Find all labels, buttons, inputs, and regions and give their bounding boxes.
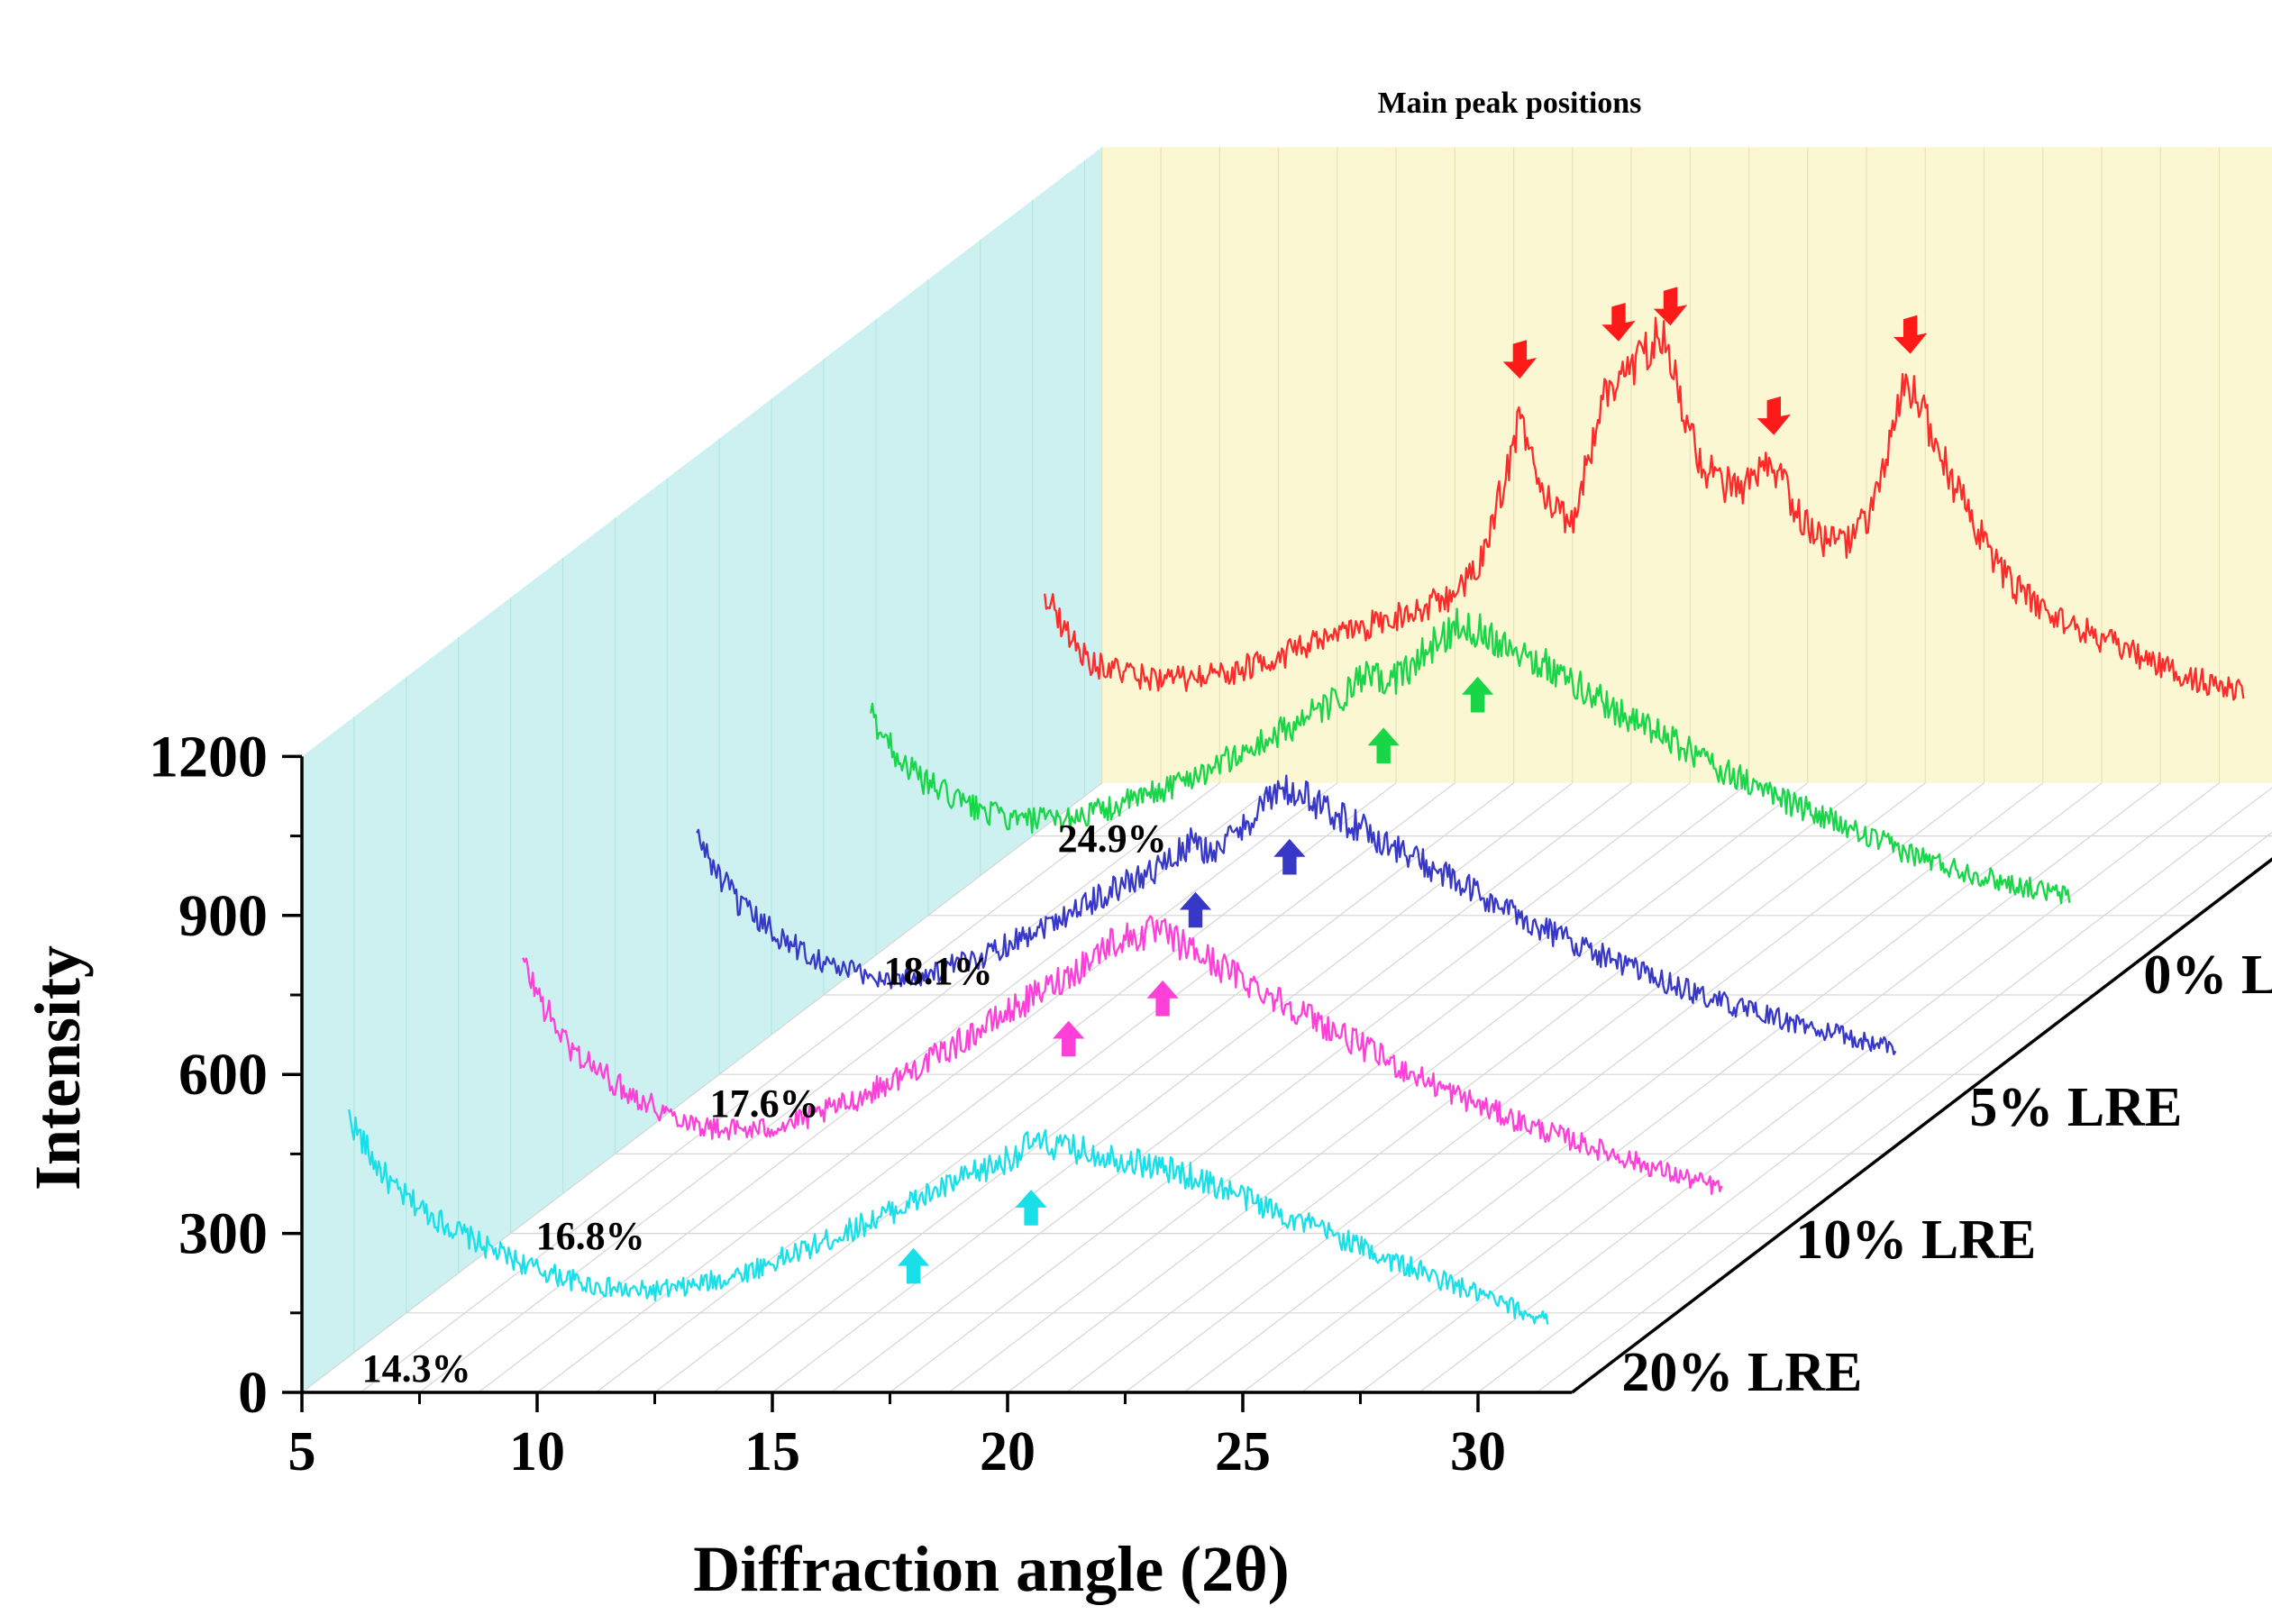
series-lre20 [348,1109,1549,1325]
x-tick-label: 5 [288,1421,316,1483]
floor-grid-line [1065,782,1867,1393]
peak-arrow-icon [898,1247,930,1284]
y-tick-label: 600 [178,1042,268,1108]
series-name-label: 20% LRE [1621,1342,1862,1403]
crystallinity-label: 16.8% [536,1214,645,1258]
labels: 24.9%Native starch18.1%0% LRE17.6%5% LRE… [22,87,2272,1605]
peak-arrow-icon [1601,303,1636,342]
floor-grid-line [1125,782,1926,1393]
series-native [1044,287,2245,701]
back-wall [1101,147,2272,783]
series-layer [348,287,2245,1325]
series-line [348,1109,1549,1325]
y-axis-title: Intensity [22,945,94,1191]
series-line [696,774,1897,1055]
peak-arrow-icon [1893,315,1928,354]
peak-arrow-icon [1273,838,1306,875]
series-lre0 [870,607,2071,905]
x-tick-label: 15 [744,1421,800,1483]
crystallinity-label: 17.6% [710,1081,819,1126]
x-tick-label: 20 [980,1421,1036,1483]
floor-grid-line [1536,831,2272,1393]
floor-grid-line [360,782,1162,1393]
series-line [1044,316,2245,701]
peak-arrow-icon [1015,1190,1047,1226]
floor-grid-line [301,782,1103,1393]
floor-grid-line [830,782,1632,1393]
y-tick-label: 0 [238,1360,268,1426]
series-line [522,915,1723,1196]
floor-grid-line [1242,782,2044,1393]
x-tick-label: 25 [1215,1421,1271,1483]
floor-grid-line [595,782,1397,1393]
peak-arrow-icon [1053,1020,1085,1057]
main-peak-annotation: Main peak positions [1378,87,1642,120]
series-lre10 [522,915,1723,1196]
x-tick-label: 30 [1450,1421,1506,1483]
crystallinity-label: 18.1% [884,949,993,993]
series-line [870,607,2071,905]
floor-grid-line [948,782,1749,1393]
floor-grid-line [890,782,1691,1393]
y-tick-label: 1200 [149,724,268,789]
x-tick-label: 10 [509,1421,565,1483]
series-lre5 [696,774,1897,1055]
peak-arrow-icon [1502,340,1537,379]
series-name-label: 10% LRE [1795,1209,2036,1271]
floor-grid-line [419,782,1220,1393]
depth-axis-line [1571,857,2272,1394]
peak-arrow-icon [1653,287,1688,326]
crystallinity-label: 24.9% [1058,817,1167,861]
y-tick-label: 300 [178,1201,268,1267]
peak-arrow-icon [1179,891,1212,928]
y-tick-label: 900 [178,883,268,949]
peak-arrow-icon [1756,396,1791,435]
series-name-label: 5% LRE [1969,1077,2182,1138]
x-axis-title: Diffraction angle (2θ) [693,1533,1289,1605]
floor-grid-line [654,782,1455,1393]
floor-grid-line [1007,782,1809,1393]
floor-grid-line [1477,787,2272,1393]
floor-grid-line [771,782,1574,1393]
floor-grid-line [713,782,1514,1393]
chart-walls [302,147,2272,1393]
peak-arrow-icon [1462,676,1494,713]
axes [282,754,2272,1412]
floor-grid-line [1300,782,2103,1393]
floor-grid-line [1183,782,1985,1393]
series-name-label: 0% LRE [2143,944,2272,1006]
side-wall [302,147,1102,1393]
peak-arrow-icon [1146,980,1179,1017]
crystallinity-label: 14.3% [362,1346,471,1391]
floor-grid-line [1419,782,2220,1393]
peak-arrow-icon [1367,727,1400,763]
